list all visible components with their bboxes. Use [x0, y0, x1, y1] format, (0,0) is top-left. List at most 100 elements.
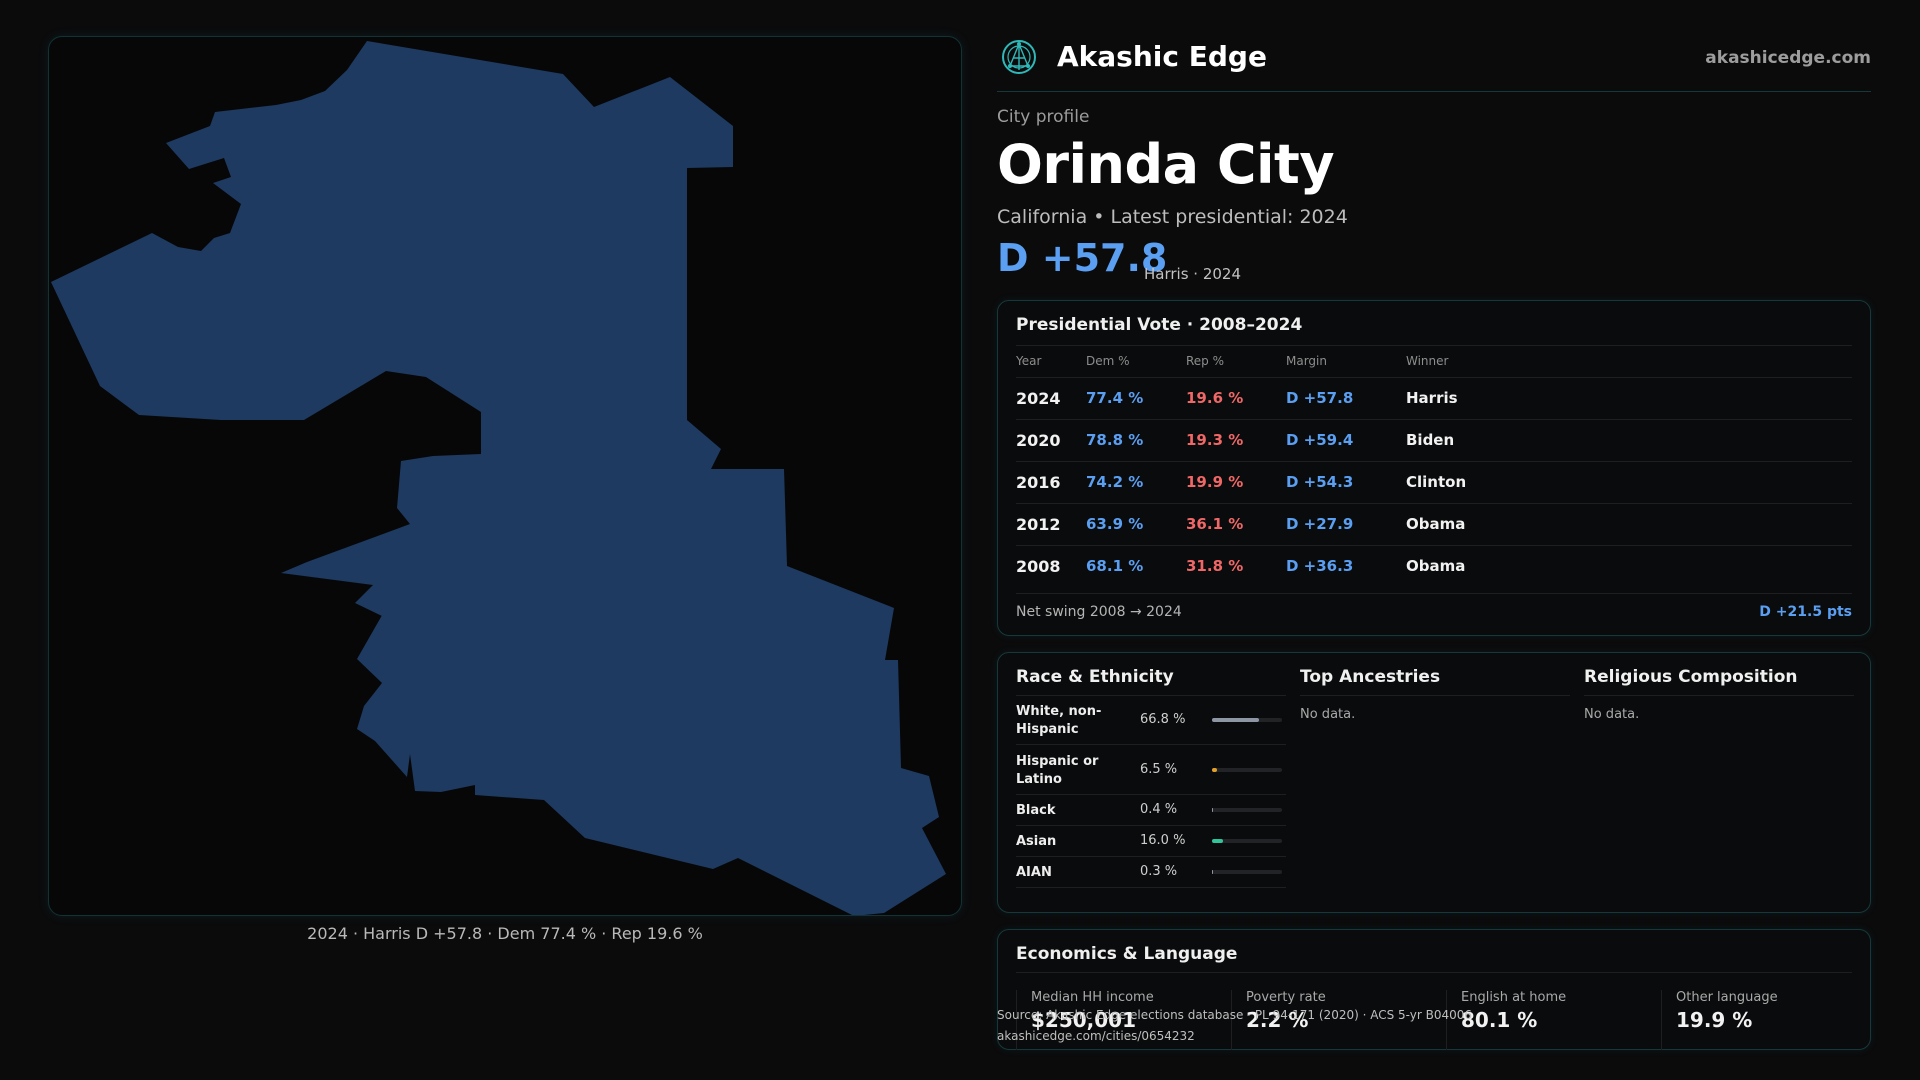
- race-value: 0.4 %: [1140, 802, 1178, 817]
- cell-rep: 19.9 %: [1186, 473, 1244, 491]
- stat-label: English at home: [1461, 990, 1567, 1005]
- race-value: 6.5 %: [1140, 762, 1178, 777]
- race-label: AIAN: [1016, 865, 1052, 880]
- cell-dem: 63.9 %: [1086, 515, 1144, 533]
- stat-label: Poverty rate: [1246, 990, 1326, 1005]
- economics-language-card: Economics & Language Median HH income $2…: [997, 929, 1871, 1050]
- cell-year: 2012: [1016, 515, 1061, 534]
- stat-median-income: Median HH income $250,001: [1016, 990, 1216, 1050]
- vote-table-header: Year Dem % Rep % Margin Winner: [1016, 345, 1852, 377]
- city-boundary-shape: [51, 41, 946, 915]
- race-bar-track: [1212, 718, 1282, 722]
- stat-value: 2.2 %: [1246, 1008, 1309, 1032]
- globe-network-icon: [1002, 40, 1036, 74]
- list-item: White, non-Hispanic 66.8 %: [1016, 695, 1286, 745]
- cell-margin: D +36.3: [1286, 557, 1354, 575]
- divider: [1016, 972, 1852, 973]
- stat-label: Median HH income: [1031, 990, 1154, 1005]
- source-citation: Source: Akashic Edge elections database …: [997, 1008, 1473, 1022]
- stat-english-at-home: English at home 80.1 %: [1446, 990, 1646, 1050]
- map-caption: 2024 · Harris D +57.8 · Dem 77.4 % · Rep…: [307, 924, 703, 943]
- col-year-header: Year: [1016, 354, 1042, 368]
- list-item: AIAN 0.3 %: [1016, 857, 1286, 888]
- race-bar-fill: [1212, 839, 1224, 843]
- page-eyebrow: City profile: [997, 107, 1090, 127]
- cell-dem: 77.4 %: [1086, 389, 1144, 407]
- stat-value: 19.9 %: [1676, 1008, 1753, 1032]
- stat-value: 80.1 %: [1461, 1008, 1538, 1032]
- race-bar-fill: [1212, 808, 1214, 812]
- source-url-link[interactable]: akashicedge.com/cities/0654232: [997, 1029, 1195, 1043]
- page-subtitle: California • Latest presidential: 2024: [997, 206, 1348, 228]
- cell-rep: 19.3 %: [1186, 431, 1244, 449]
- net-swing-value: D +21.5 pts: [1759, 604, 1852, 620]
- table-row: 2016 74.2 % 19.9 % D +54.3 Clinton: [1016, 461, 1852, 503]
- latest-margin: D +57.8: [997, 236, 1168, 280]
- cell-winner: Obama: [1406, 557, 1466, 575]
- col-rep-header: Rep %: [1186, 354, 1225, 368]
- cell-rep: 31.8 %: [1186, 557, 1244, 575]
- cell-rep: 36.1 %: [1186, 515, 1244, 533]
- cell-year: 2024: [1016, 389, 1061, 408]
- race-value: 16.0 %: [1140, 833, 1186, 848]
- divider: [1016, 695, 1286, 696]
- col-margin-header: Margin: [1286, 354, 1327, 368]
- city-map: [48, 36, 962, 916]
- stat-other-language: Other language 19.9 %: [1661, 990, 1861, 1050]
- cell-dem: 78.8 %: [1086, 431, 1144, 449]
- net-swing-label: Net swing 2008 → 2024: [1016, 604, 1182, 620]
- race-label: Black: [1016, 803, 1056, 818]
- table-row: 2008 68.1 % 31.8 % D +36.3 Obama: [1016, 545, 1852, 587]
- race-label: Hispanic or Latino: [1016, 754, 1099, 787]
- economics-card-title: Economics & Language: [1016, 944, 1238, 964]
- race-bar-track: [1212, 808, 1282, 812]
- col-dem-header: Dem %: [1086, 354, 1130, 368]
- brand-url-link[interactable]: akashicedge.com: [1705, 48, 1871, 68]
- cell-dem: 68.1 %: [1086, 557, 1144, 575]
- cell-winner: Obama: [1406, 515, 1466, 533]
- cell-winner: Harris: [1406, 389, 1458, 407]
- cell-year: 2008: [1016, 557, 1061, 576]
- cell-margin: D +54.3: [1286, 473, 1354, 491]
- cell-winner: Clinton: [1406, 473, 1467, 491]
- divider: [1300, 695, 1570, 696]
- presidential-vote-card: Presidential Vote · 2008–2024 Year Dem %…: [997, 300, 1871, 636]
- religion-section: Religious Composition No data.: [1584, 653, 1854, 914]
- cell-year: 2016: [1016, 473, 1061, 492]
- brand-name: Akashic Edge: [1057, 40, 1267, 73]
- race-bar-track: [1212, 870, 1282, 874]
- divider: [1584, 695, 1854, 696]
- net-swing-row: Net swing 2008 → 2024 D +21.5 pts: [1016, 593, 1852, 633]
- cell-margin: D +27.9: [1286, 515, 1354, 533]
- vote-card-title: Presidential Vote · 2008–2024: [1016, 315, 1303, 335]
- brand-header: Akashic Edge akashicedge.com: [997, 36, 1871, 92]
- race-section-title: Race & Ethnicity: [1016, 667, 1174, 687]
- race-label: Asian: [1016, 834, 1057, 849]
- ancestries-section-title: Top Ancestries: [1300, 667, 1441, 687]
- race-bar-track: [1212, 839, 1282, 843]
- ancestries-section: Top Ancestries No data.: [1300, 653, 1570, 914]
- source-footer: Source: Akashic Edge elections database …: [997, 1005, 1472, 1047]
- race-bar-fill: [1212, 768, 1217, 772]
- race-bar-track: [1212, 768, 1282, 772]
- demographics-card: Race & Ethnicity White, non-Hispanic 66.…: [997, 652, 1871, 913]
- ancestries-empty: No data.: [1300, 707, 1356, 722]
- race-ethnicity-section: Race & Ethnicity White, non-Hispanic 66.…: [1016, 653, 1286, 914]
- list-item: Black 0.4 %: [1016, 795, 1286, 826]
- stat-label: Other language: [1676, 990, 1778, 1005]
- race-bar-fill: [1212, 718, 1259, 722]
- table-row: 2024 77.4 % 19.6 % D +57.8 Harris: [1016, 377, 1852, 419]
- list-item: Asian 16.0 %: [1016, 826, 1286, 857]
- table-row: 2020 78.8 % 19.3 % D +59.4 Biden: [1016, 419, 1852, 461]
- city-boundary-map: [51, 41, 946, 915]
- stat-value: $250,001: [1031, 1008, 1137, 1032]
- religion-empty: No data.: [1584, 707, 1640, 722]
- race-bar-fill: [1212, 870, 1214, 874]
- cell-rep: 19.6 %: [1186, 389, 1244, 407]
- col-winner-header: Winner: [1406, 354, 1449, 368]
- table-row: 2012 63.9 % 36.1 % D +27.9 Obama: [1016, 503, 1852, 545]
- page-title: Orinda City: [997, 133, 1335, 196]
- race-value: 66.8 %: [1140, 712, 1186, 727]
- cell-winner: Biden: [1406, 431, 1455, 449]
- cell-margin: D +57.8: [1286, 389, 1354, 407]
